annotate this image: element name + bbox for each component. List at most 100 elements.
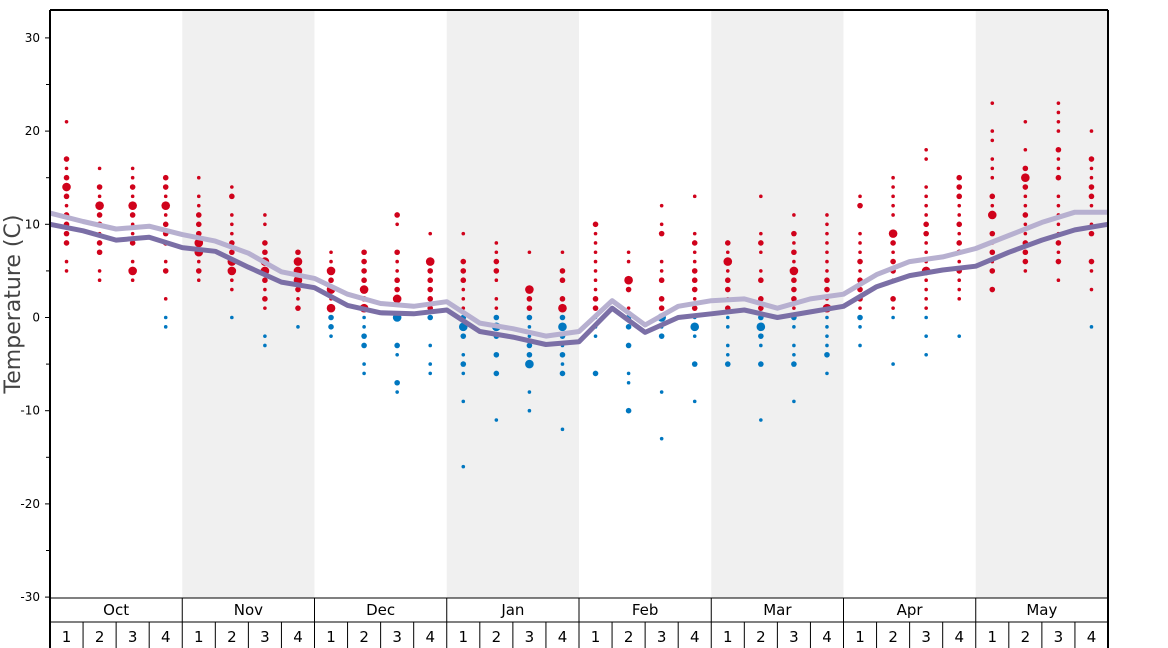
observation-dot [888, 229, 898, 238]
observation-dot [1056, 101, 1061, 105]
observation-dot [395, 222, 399, 227]
week-label: 4 [690, 628, 700, 646]
observation-dot [494, 250, 499, 255]
observation-dot [691, 268, 698, 274]
observation-dot [494, 241, 499, 245]
observation-dot [428, 371, 433, 376]
observation-dot [891, 306, 895, 310]
observation-dot [526, 305, 533, 311]
observation-dot [525, 285, 534, 294]
observation-dot [230, 278, 234, 283]
observation-dot [891, 315, 895, 320]
observation-dot [558, 303, 567, 313]
observation-dot [262, 296, 268, 302]
observation-dot [163, 194, 168, 199]
month-label: Jan [500, 601, 524, 619]
observation-dot [63, 174, 70, 181]
observation-dot [329, 259, 333, 264]
observation-dot [195, 230, 202, 237]
observation-dot [989, 268, 996, 274]
observation-dot [890, 296, 896, 302]
observation-dot [559, 314, 566, 321]
observation-dot [1089, 203, 1094, 208]
observation-dot [196, 175, 201, 180]
week-label: 3 [260, 628, 270, 646]
observation-dot [659, 222, 664, 227]
observation-dot [263, 213, 267, 217]
month-label: May [1026, 601, 1057, 619]
observation-dot [558, 322, 567, 332]
observation-dot [362, 315, 366, 320]
observation-dot [329, 334, 333, 338]
observation-dot [659, 269, 664, 273]
observation-dot [825, 343, 829, 348]
observation-dot [195, 221, 202, 228]
observation-dot [957, 213, 962, 217]
week-label: 1 [855, 628, 865, 646]
observation-dot [956, 184, 963, 190]
observation-dot [759, 343, 763, 348]
upper-line [49, 209, 1108, 339]
observation-dot [956, 193, 963, 200]
y-tick-label: 20 [25, 124, 40, 138]
observation-dot [692, 250, 697, 255]
observation-dot [62, 182, 71, 192]
observation-dot [560, 250, 565, 255]
observation-dot [791, 296, 797, 302]
observation-dot [759, 250, 763, 255]
observation-dot [891, 213, 895, 217]
observation-dot [328, 277, 334, 284]
observation-dot [296, 297, 300, 301]
observation-dot [262, 249, 268, 256]
observation-dot [96, 212, 103, 218]
observation-dot [361, 268, 367, 274]
observation-dot [361, 333, 367, 339]
observation-dot [64, 203, 69, 208]
observation-dot [395, 269, 399, 273]
observation-dot [691, 277, 698, 284]
observation-dot [96, 184, 103, 190]
week-label: 4 [954, 628, 964, 646]
observation-dot [527, 408, 532, 413]
observation-dot [659, 259, 664, 264]
observation-dot [792, 259, 796, 264]
observation-dot [792, 399, 796, 404]
week-label: 1 [459, 628, 469, 646]
observation-dot [691, 305, 698, 311]
observation-dot [1056, 194, 1061, 199]
observation-dot [559, 277, 566, 284]
observation-dot [791, 361, 797, 367]
observation-dot [263, 306, 267, 310]
observation-dot [990, 203, 995, 208]
observation-dot [1056, 222, 1061, 227]
observation-dot [1056, 119, 1061, 124]
observation-dot [63, 230, 70, 237]
observation-dot [230, 185, 234, 189]
observation-dot [263, 343, 267, 348]
observation-dot [758, 333, 764, 339]
week-label: 3 [128, 628, 138, 646]
observation-dot [924, 278, 928, 283]
observation-dot [428, 362, 433, 366]
observation-dot [1022, 184, 1029, 190]
observation-dot [758, 305, 764, 311]
observation-dot [758, 240, 764, 246]
observation-dot [825, 250, 829, 255]
observation-dot [1021, 173, 1030, 182]
observation-dot [792, 325, 796, 329]
observation-dot [691, 286, 698, 293]
observation-dot [724, 277, 731, 284]
observation-dot [791, 249, 797, 256]
week-label: 1 [591, 628, 601, 646]
observation-dot [1089, 269, 1094, 273]
observation-dot [593, 269, 598, 273]
week-label: 3 [657, 628, 667, 646]
observation-dot [394, 212, 400, 218]
observation-dot [593, 250, 598, 255]
observation-dot [96, 240, 103, 246]
observation-dot [1023, 119, 1028, 124]
observation-dot [97, 166, 102, 171]
observation-dot [230, 287, 234, 292]
observation-dot [161, 201, 171, 210]
observation-dot [791, 277, 797, 284]
